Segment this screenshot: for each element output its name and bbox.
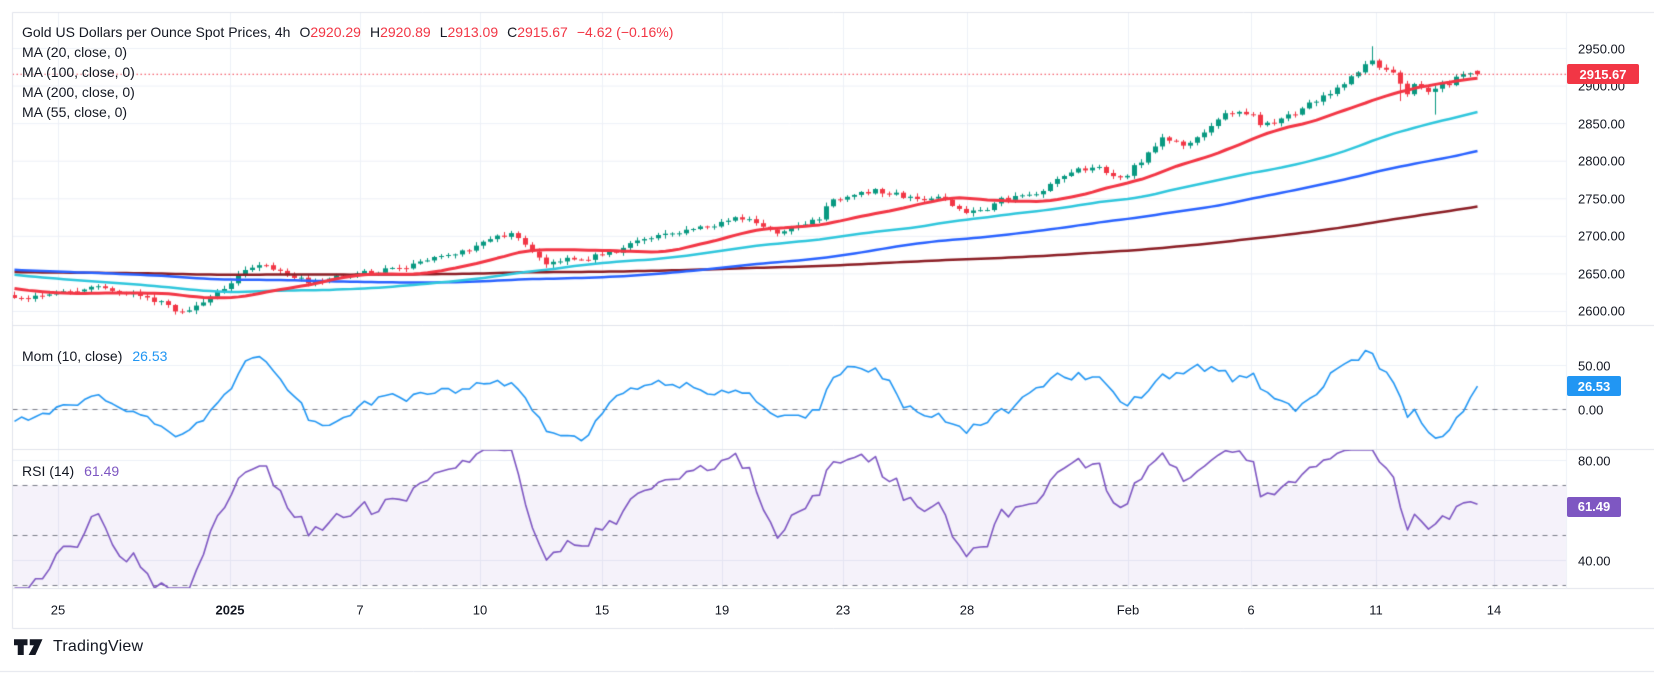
time-tick-label: 14 [1486, 602, 1502, 618]
momentum-value-badge: 26.53 [1567, 376, 1621, 397]
legend-ma-100[interactable]: MA (100, close, 0) [22, 64, 135, 80]
last-price-badge: 2915.67 [1567, 64, 1639, 85]
time-tick-label: 25 [50, 602, 66, 618]
rsi-tick-label: 40.00 [1578, 553, 1611, 568]
momentum-label: Mom (10, close) [22, 348, 123, 364]
price-tick-label: 2750.00 [1578, 191, 1625, 207]
momentum-legend[interactable]: Mom (10, close) 26.53 [22, 346, 167, 366]
ohlc-high: H2920.89 [369, 24, 431, 40]
time-tick-label: 19 [714, 602, 730, 618]
legend-ma-20[interactable]: MA (20, close, 0) [22, 44, 128, 60]
legend-title-row[interactable]: Gold US Dollars per Ounce Spot Prices, 4… [22, 22, 673, 42]
momentum-tick-label: 50.00 [1578, 358, 1611, 373]
chart-legend: Gold US Dollars per Ounce Spot Prices, 4… [22, 22, 673, 122]
price-tick-label: 2850.00 [1578, 116, 1625, 132]
ohlc-low: L2913.09 [439, 24, 499, 40]
time-tick-label: 6 [1247, 602, 1255, 618]
rsi-label: RSI (14) [22, 463, 75, 479]
momentum-tick-label: 0.00 [1578, 402, 1604, 417]
time-tick-label: 10 [472, 602, 488, 618]
time-tick-label: 7 [356, 602, 364, 618]
price-tick-label: 2700.00 [1578, 228, 1625, 244]
price-tick-label: 2950.00 [1578, 41, 1625, 56]
time-tick-label: 28 [959, 602, 975, 618]
price-tick-label: 2600.00 [1578, 303, 1625, 319]
tradingview-logo-icon [14, 638, 43, 655]
time-tick-label: 2025 [215, 602, 245, 618]
rsi-tick-label: 80.00 [1578, 453, 1611, 468]
time-tick-label: 23 [835, 602, 851, 618]
legend-ma-55[interactable]: MA (55, close, 0) [22, 104, 128, 120]
momentum-value: 26.53 [132, 348, 168, 364]
time-tick-label: Feb [1116, 602, 1140, 618]
symbol-title: Gold US Dollars per Ounce Spot Prices, 4… [22, 24, 291, 40]
rsi-legend[interactable]: RSI (14) 61.49 [22, 461, 119, 481]
tradingview-logo-text: TradingView [53, 638, 144, 655]
time-tick-label: 15 [594, 602, 610, 618]
price-tick-label: 2650.00 [1578, 266, 1625, 282]
ohlc-close: C2915.67 [507, 24, 568, 40]
ohlc-open: O2920.29 [299, 24, 361, 40]
tradingview-branding[interactable]: TradingView [14, 638, 143, 656]
price-tick-label: 2800.00 [1578, 153, 1625, 169]
rsi-value-badge: 61.49 [1567, 496, 1621, 517]
change-value: −4.62 (−0.16%) [576, 24, 674, 40]
legend-ma-200[interactable]: MA (200, close, 0) [22, 84, 135, 100]
time-tick-label: 11 [1369, 602, 1383, 618]
rsi-value: 61.49 [84, 463, 120, 479]
